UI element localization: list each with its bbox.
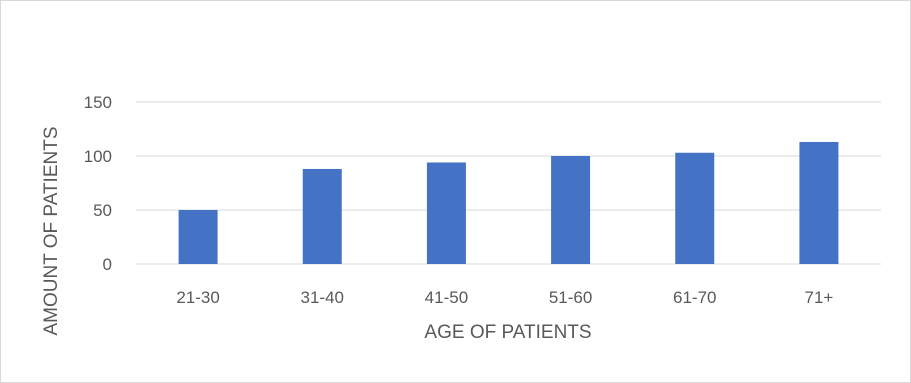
bar-61-70 xyxy=(675,152,715,264)
bar-31-40 xyxy=(302,168,342,264)
y-tick-label: 0 xyxy=(103,255,112,274)
x-tick-label: 61-70 xyxy=(673,288,716,307)
x-tick-label: 41-50 xyxy=(425,288,468,307)
gridlines xyxy=(136,101,881,265)
y-tick-label: 100 xyxy=(84,147,112,166)
bars xyxy=(178,141,839,264)
bar-71+ xyxy=(799,141,839,264)
bar-51-60 xyxy=(551,156,591,264)
x-tick-label: 31-40 xyxy=(301,288,344,307)
y-tick-label: 150 xyxy=(84,93,112,112)
x-tick-label: 21-30 xyxy=(176,288,219,307)
bar-41-50 xyxy=(426,162,466,264)
x-axis-title: AGE OF PATIENTS xyxy=(424,322,591,343)
y-axis-ticks: 0 50 100 150 xyxy=(84,93,112,274)
x-tick-label: 51-60 xyxy=(549,288,592,307)
bar-21-30 xyxy=(178,210,218,264)
x-tick-label: 71+ xyxy=(804,288,833,307)
y-tick-label: 50 xyxy=(93,201,112,220)
x-axis-ticks: 21-30 31-40 41-50 51-60 61-70 71+ xyxy=(176,288,833,307)
y-axis-title: AMOUNT OF PATIENTS xyxy=(41,126,62,335)
